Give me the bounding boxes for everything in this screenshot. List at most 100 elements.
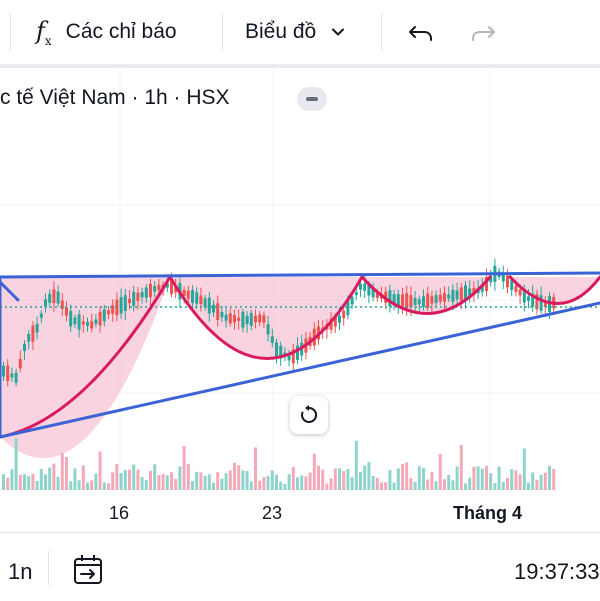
undo-icon[interactable]	[406, 0, 436, 64]
volume-bar	[287, 474, 291, 490]
redo-icon[interactable]	[468, 0, 498, 64]
candle	[485, 277, 488, 291]
indicators-label: Các chỉ báo	[65, 20, 177, 43]
volume-bar	[65, 457, 68, 490]
candle	[275, 342, 278, 358]
volume-bar	[115, 464, 119, 490]
volume-bar	[6, 477, 10, 490]
price-chart[interactable]	[0, 68, 600, 532]
indicators-button[interactable]: fx Các chỉ báo	[36, 0, 177, 64]
volume-bar	[279, 481, 283, 490]
candle	[443, 293, 446, 302]
candle	[241, 311, 245, 328]
candle	[514, 285, 518, 293]
candle	[270, 336, 274, 343]
volume-bar	[506, 477, 509, 490]
volume-bar	[132, 464, 136, 490]
volume-bar	[266, 476, 270, 490]
candle	[44, 299, 47, 307]
volume-bar	[128, 469, 131, 490]
candle	[224, 314, 228, 321]
candle	[199, 295, 203, 304]
volume-bar	[485, 465, 488, 490]
volume-bar	[392, 482, 396, 490]
volume-bar	[2, 474, 5, 490]
cup-curves	[0, 275, 600, 439]
candle	[354, 292, 358, 296]
candle	[506, 275, 509, 288]
volume-bar	[480, 468, 484, 490]
volume-bar	[443, 479, 446, 490]
volume-bar	[552, 468, 556, 490]
volume-bar	[153, 464, 157, 490]
candle	[157, 284, 161, 291]
candle	[468, 288, 472, 297]
candle	[136, 292, 140, 301]
candle	[371, 288, 375, 298]
candle	[220, 312, 224, 318]
candle	[396, 294, 400, 307]
volume-series	[2, 438, 556, 490]
volume-bar	[161, 473, 165, 490]
candle	[291, 349, 295, 364]
candle	[266, 324, 270, 335]
candle	[182, 290, 186, 297]
volume-bar	[262, 477, 266, 490]
bottom-divider	[48, 551, 49, 585]
volume-bar	[14, 438, 18, 490]
calendar-range-icon[interactable]	[72, 553, 106, 587]
volume-bar	[426, 479, 430, 490]
reset-chart-button[interactable]	[290, 396, 328, 434]
candle	[98, 311, 102, 326]
candle	[119, 296, 123, 314]
candle	[174, 286, 178, 293]
volume-bar	[27, 476, 31, 490]
volume-bar	[212, 482, 215, 490]
candle	[35, 323, 39, 333]
chart-type-dropdown[interactable]: Biểu đồ	[245, 0, 346, 64]
candle	[254, 315, 257, 323]
volume-bar	[73, 468, 77, 490]
volume-bar	[199, 472, 203, 490]
symbol-legend[interactable]: c tế Việt Nam · 1h · HSX	[0, 86, 230, 109]
candle	[212, 304, 215, 313]
volume-bar	[283, 483, 287, 490]
candle	[69, 311, 73, 327]
volume-bar	[317, 465, 320, 490]
volume-bar	[228, 470, 232, 490]
range-1n-button[interactable]: 1n	[8, 559, 33, 584]
volume-bar	[438, 453, 442, 490]
volume-bar	[102, 482, 106, 490]
candle	[535, 294, 539, 310]
volume-bar	[430, 471, 434, 490]
volume-bar	[233, 462, 236, 490]
candle	[401, 294, 404, 307]
minus-icon[interactable]	[297, 87, 327, 111]
volume-bar	[119, 473, 123, 490]
candle	[249, 312, 253, 326]
candle	[81, 321, 85, 325]
candle	[350, 296, 354, 305]
x-axis-label: 16	[109, 503, 130, 523]
chart-type-label: Biểu đồ	[245, 20, 317, 43]
candle	[128, 298, 131, 304]
candle	[489, 275, 493, 283]
volume-bar	[245, 470, 249, 490]
candle	[296, 345, 299, 360]
candle	[287, 352, 291, 361]
volume-bar	[224, 473, 228, 490]
volume-bar	[401, 464, 404, 490]
candle	[363, 283, 367, 291]
volume-bar	[367, 462, 371, 490]
volume-bar	[359, 471, 362, 490]
candle	[417, 299, 421, 305]
candle	[237, 317, 241, 321]
volume-bar	[472, 467, 476, 490]
candle	[501, 274, 505, 282]
candle	[518, 289, 522, 296]
volume-bar	[409, 478, 413, 490]
volume-bar	[447, 474, 451, 490]
reset-icon	[301, 405, 318, 423]
candle	[329, 318, 333, 330]
volume-bar	[531, 472, 535, 490]
